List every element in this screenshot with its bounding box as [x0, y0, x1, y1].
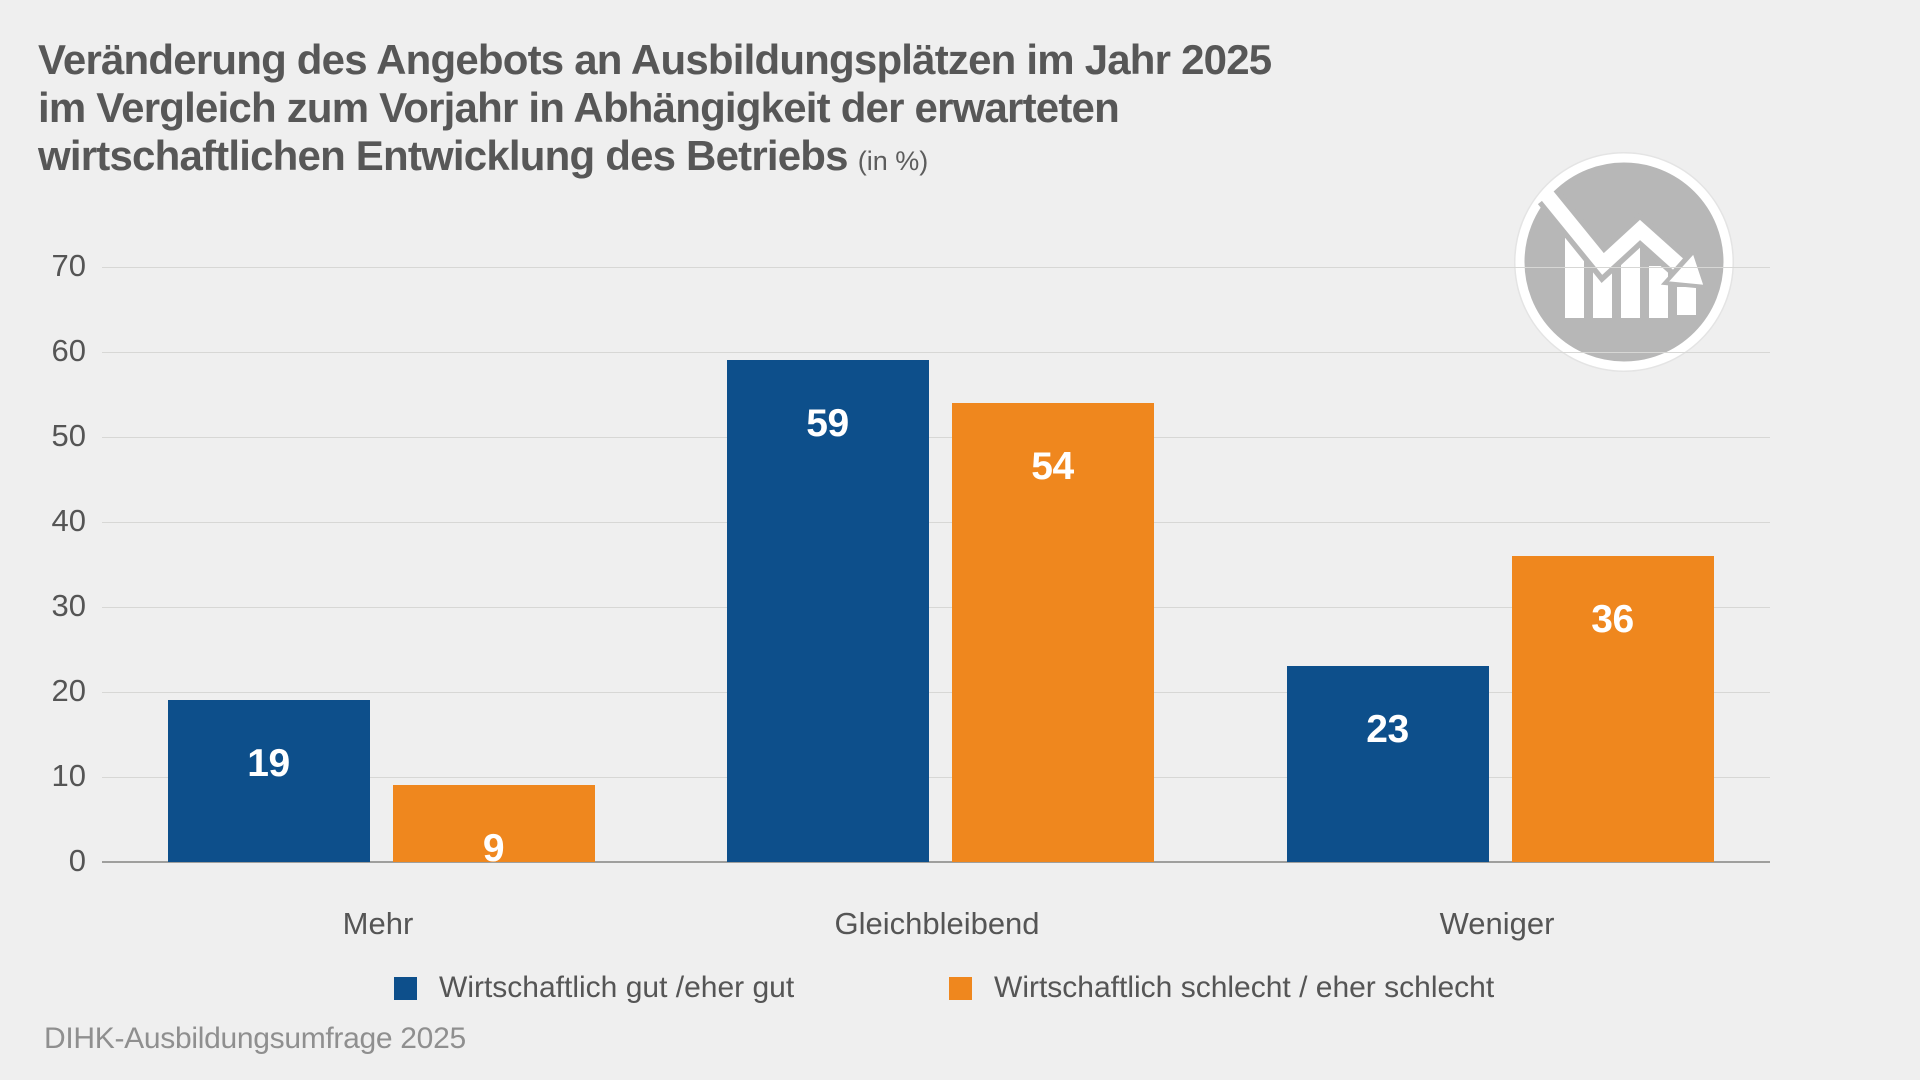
- chart-title: Veränderung des Angebots an Ausbildungsp…: [38, 36, 1338, 185]
- y-tick-label: 30: [51, 588, 86, 623]
- grid-line: [102, 692, 1770, 693]
- bar-value-label: 9: [482, 827, 505, 870]
- bar-value-label: 59: [806, 402, 849, 445]
- legend-item-bad: Wirtschaftlich schlecht / eher schlecht: [949, 971, 1494, 1005]
- bar-weniger-gut: 23: [1286, 666, 1489, 862]
- category-label-gleichbleibend: Gleichbleibend: [834, 906, 1040, 941]
- grid-line: [102, 777, 1770, 778]
- grid-line: [102, 522, 1770, 523]
- declining-bar-chart-icon: [1508, 146, 1740, 378]
- legend-item-good: Wirtschaftlich gut /eher gut: [394, 971, 794, 1005]
- category-label-mehr: Mehr: [342, 906, 414, 941]
- y-tick-label: 60: [51, 333, 86, 368]
- source-note: DIHK-Ausbildungsumfrage 2025: [44, 1022, 466, 1055]
- bar-mehr-schlecht: 9: [392, 785, 595, 870]
- grid-line: [102, 437, 1770, 438]
- y-tick-label: 20: [51, 673, 86, 708]
- grid-line: [102, 607, 1770, 608]
- bar-value-label: 54: [1031, 445, 1074, 488]
- bar-gleichbleibend-gut: 59: [726, 360, 929, 862]
- bar-weniger-schlecht: 36: [1511, 556, 1714, 862]
- chart-title-line1: Veränderung des Angebots an Ausbildungsp…: [38, 36, 1272, 83]
- y-tick-label: 0: [68, 843, 86, 878]
- grid-line: [102, 352, 1770, 353]
- bar-value-label: 36: [1591, 598, 1634, 641]
- category-label-weniger: Weniger: [1439, 906, 1555, 941]
- x-axis-base-line: [102, 861, 1770, 863]
- grid-line: [102, 267, 1770, 268]
- y-tick-label: 40: [51, 503, 86, 538]
- chart-unit-label: (in %): [857, 146, 929, 176]
- chart-title-line2: im Vergleich zum Vorjahr in Abhängigkeit…: [38, 84, 1120, 131]
- legend-swatch-orange: [949, 976, 972, 1000]
- bar-value-label: 23: [1366, 708, 1409, 751]
- bar-value-label: 19: [247, 742, 290, 785]
- legend-label-good: Wirtschaftlich gut /eher gut: [439, 971, 795, 1004]
- legend-label-bad: Wirtschaftlich schlecht / eher schlecht: [994, 971, 1495, 1004]
- legend-swatch-blue: [394, 976, 417, 1000]
- y-tick-label: 70: [51, 248, 86, 283]
- y-tick-label: 10: [51, 758, 86, 793]
- declining-bar-chart-icon-svg: [1514, 152, 1734, 372]
- chart-title-line3: wirtschaftlichen Entwicklung des Betrieb…: [38, 132, 929, 179]
- bar-gleichbleibend-schlecht: 54: [951, 403, 1154, 862]
- bar-mehr-gut: 19: [167, 700, 370, 862]
- y-tick-label: 50: [51, 418, 86, 453]
